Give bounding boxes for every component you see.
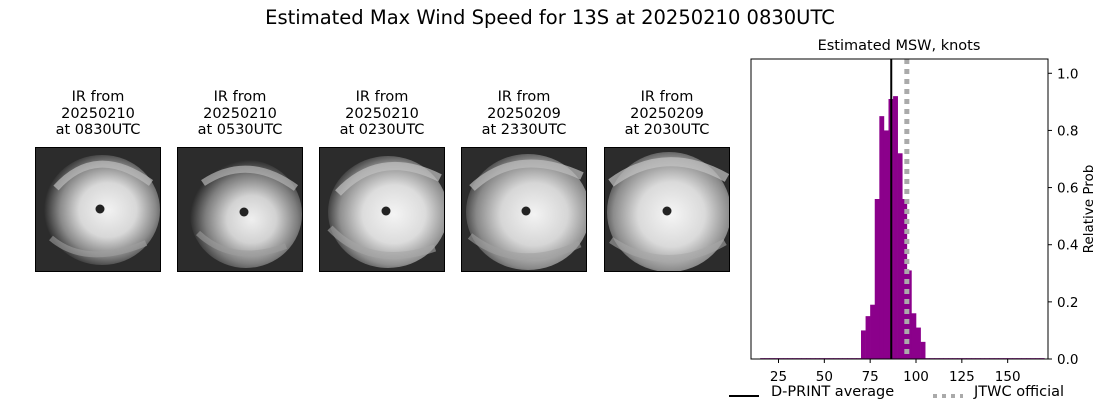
x-tick-label: 50 — [816, 369, 833, 385]
histogram-bar — [874, 199, 880, 359]
legend-dprint-label: D-PRINT average — [771, 384, 895, 400]
histogram-bars — [760, 96, 1045, 360]
histogram-bar — [861, 330, 866, 359]
reference-lines — [890, 59, 910, 359]
y-axis: 0.0 0.2 0.4 0.6 0.8 1.0 — [1048, 66, 1078, 368]
y-tick-label: 0.0 — [1057, 352, 1078, 368]
ir-caption-1: IR from 20250210 at 0830UTC — [55, 89, 141, 138]
x-tick-label: 75 — [862, 369, 879, 385]
ir-panel-2: IR from 20250210 at 0530UTC — [177, 89, 303, 272]
plot-frame — [750, 58, 1049, 360]
ir-caption-2: IR from 20250210 at 0530UTC — [197, 89, 283, 138]
ir-image-2 — [177, 147, 303, 272]
ir-panel-3: IR from 20250210 at 0230UTC — [319, 89, 445, 272]
histogram-bar — [911, 313, 917, 359]
ir-panel-1: IR from 20250210 at 0830UTC — [35, 89, 161, 272]
ir-caption-3: IR from 20250210 at 0230UTC — [339, 89, 425, 138]
legend-jtwc-label: JTWC official — [974, 384, 1065, 400]
x-tick-label: 25 — [770, 369, 787, 385]
histogram-bar — [883, 130, 889, 359]
histogram-bar — [916, 327, 921, 359]
ir-image-1 — [35, 147, 161, 272]
y-tick-label: 1.0 — [1057, 66, 1078, 82]
ir-panel-4: IR from 20250209 at 2330UTC — [461, 89, 587, 272]
histogram-bar — [906, 270, 912, 359]
y-tick-label: 0.6 — [1057, 181, 1078, 197]
histogram-bar — [920, 341, 926, 359]
x-tick-label: 150 — [995, 369, 1021, 385]
histogram-bar — [893, 96, 898, 360]
histogram-bar — [897, 153, 903, 359]
y-tick-label: 0.4 — [1057, 238, 1078, 254]
histogram-bar — [865, 316, 871, 359]
figure-title: Estimated Max Wind Speed for 13S at 2025… — [265, 6, 835, 29]
x-axis: 25 50 75 100 125 150 — [770, 359, 1021, 385]
ir-image-4 — [461, 147, 587, 272]
ir-image-5 — [604, 147, 730, 272]
y-tick-label: 0.2 — [1057, 295, 1078, 311]
x-tick-label: 125 — [949, 369, 975, 385]
ir-caption-5: IR from 20250209 at 2030UTC — [624, 89, 710, 138]
y-axis-label: Relative Prob — [1081, 165, 1097, 254]
chart-title: Estimated MSW, knots — [818, 38, 981, 54]
histogram-bar — [879, 116, 885, 360]
ir-image-3 — [319, 147, 445, 272]
ir-caption-4: IR from 20250209 at 2330UTC — [481, 89, 567, 138]
ir-panel-5: IR from 20250209 at 2030UTC — [604, 89, 730, 272]
histogram-bar — [870, 304, 876, 359]
x-tick-label: 100 — [903, 369, 929, 385]
y-tick-label: 0.8 — [1057, 123, 1078, 139]
